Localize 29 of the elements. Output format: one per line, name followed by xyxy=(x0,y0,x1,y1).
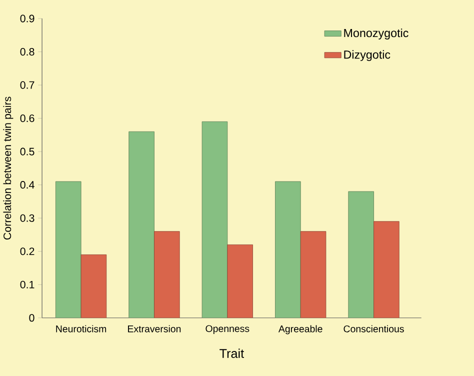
x-tick-label: Neuroticism xyxy=(56,325,106,332)
legend-label: Monozygotic xyxy=(344,28,408,40)
y-tick-label: 0.8 xyxy=(20,48,34,56)
bar xyxy=(128,131,154,318)
x-tick-label: Openness xyxy=(206,325,250,334)
bar xyxy=(374,221,400,318)
legend-label: Dizygotic xyxy=(344,50,390,61)
bar xyxy=(300,231,326,318)
y-tick-label: 0.7 xyxy=(20,81,34,89)
bar xyxy=(56,181,82,318)
y-tick-label: 0.5 xyxy=(20,148,34,156)
y-tick-label: 0.3 xyxy=(20,214,34,222)
x-tick-label: Conscientious xyxy=(344,325,404,332)
bar xyxy=(80,254,107,318)
y-tick-label: 0.1 xyxy=(20,280,34,288)
x-tick-label: Agreeable xyxy=(278,325,322,334)
x-axis-title: Trait xyxy=(220,348,244,358)
bar xyxy=(154,231,180,318)
y-tick-label: 0.4 xyxy=(20,180,34,188)
y-tick-label: 0.6 xyxy=(20,114,34,122)
x-tick-label: Extraversion xyxy=(128,325,181,332)
y-tick-label: 0.9 xyxy=(20,14,34,22)
bar xyxy=(348,191,374,318)
y-axis-title: Correlation between twin pairs xyxy=(3,96,14,240)
bar xyxy=(202,121,228,318)
bar xyxy=(275,181,301,318)
y-tick-label: 0 xyxy=(29,314,34,322)
bar xyxy=(227,244,253,318)
y-tick-label: 0.2 xyxy=(20,247,34,255)
